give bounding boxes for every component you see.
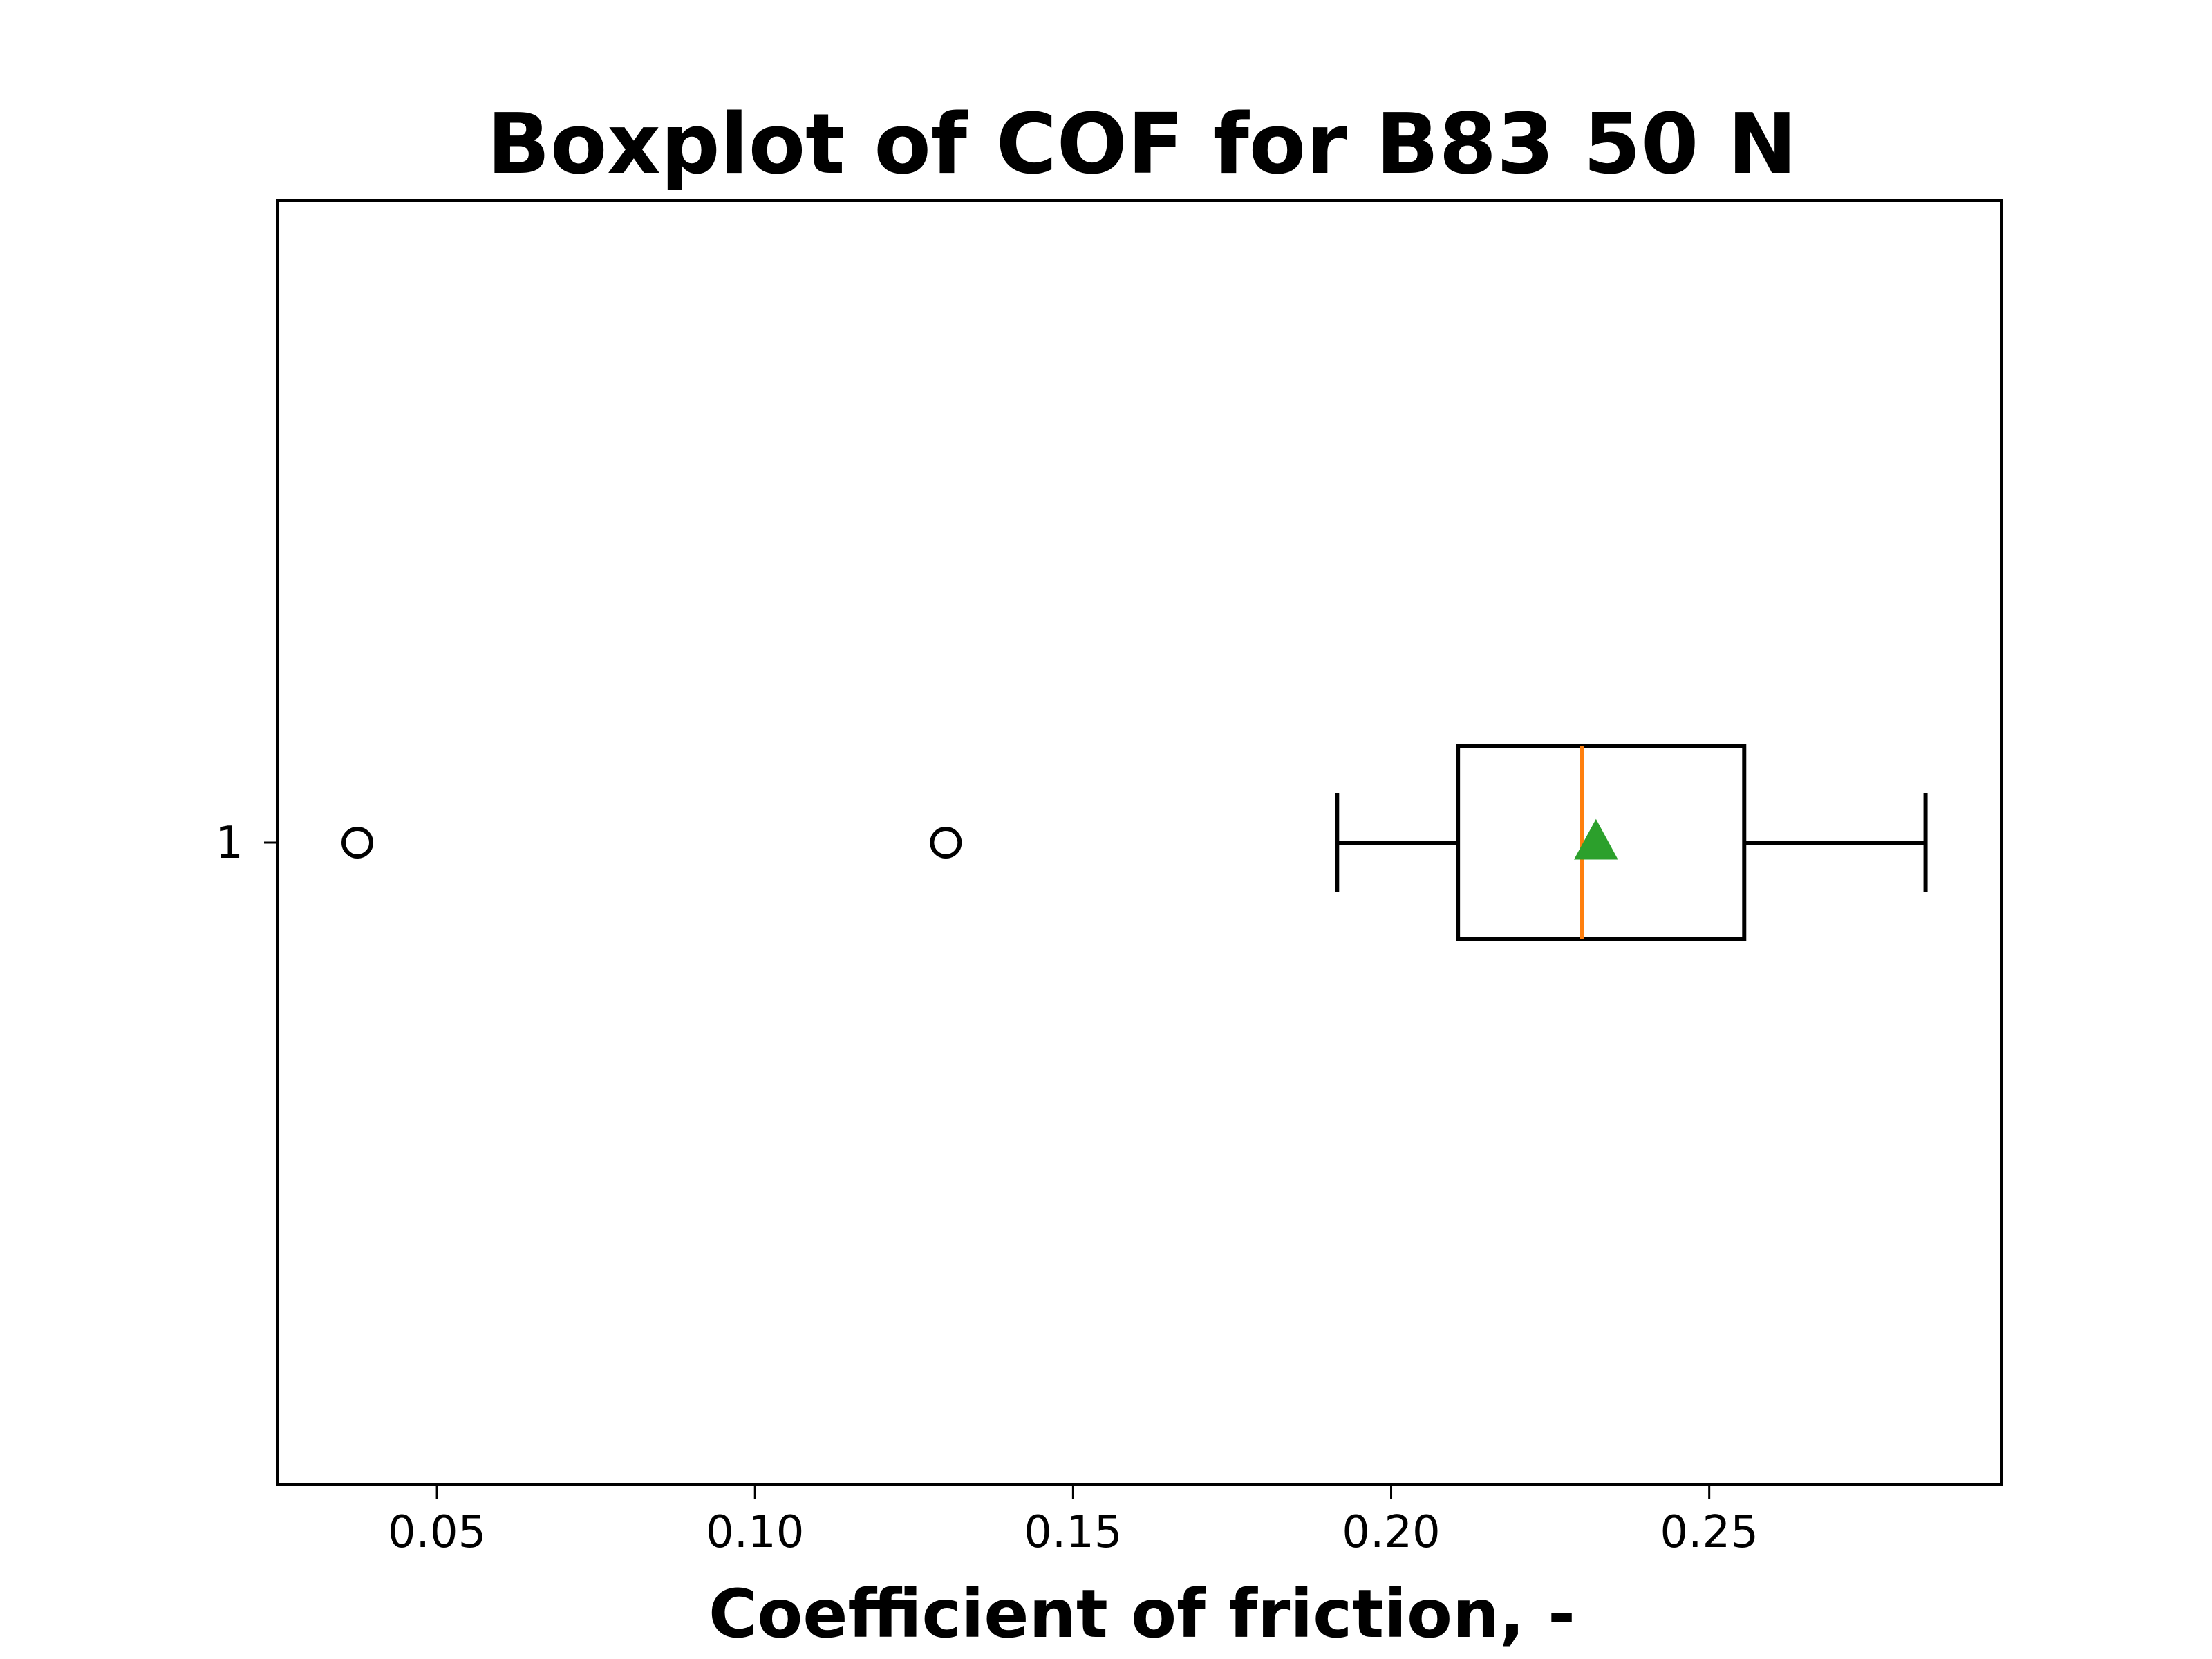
chart-title: Boxplot of COF for B83 50 N <box>487 97 1797 193</box>
mean-marker <box>1573 818 1618 860</box>
x-tick-label: 0.10 <box>706 1507 805 1558</box>
outlier-point <box>341 827 374 859</box>
x-tick-label: 0.25 <box>1660 1507 1759 1558</box>
x-tick-label: 0.05 <box>388 1507 487 1558</box>
x-tick-label: 0.20 <box>1342 1507 1441 1558</box>
outlier-point <box>930 827 962 859</box>
x-tick-label: 0.15 <box>1024 1507 1123 1558</box>
axes-frame <box>276 199 2003 1486</box>
box-iqr <box>1456 744 1747 941</box>
plot-area: 1 0.05 0.10 0.15 0.20 0.25 <box>215 199 2003 1558</box>
x-axis-label: Coefficient of friction, - <box>709 1575 1575 1653</box>
y-tick-label: 1 <box>215 818 243 869</box>
